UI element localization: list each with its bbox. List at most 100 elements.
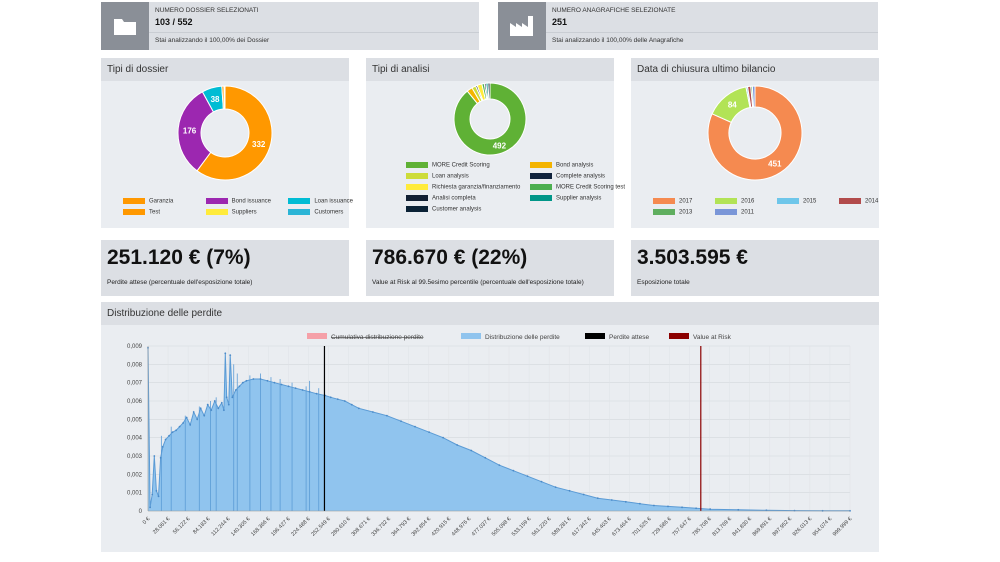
legend-item-bond-issuance[interactable]: Bond issuance	[205, 198, 271, 205]
data-point[interactable]	[203, 414, 206, 417]
legend-item-cumulativa-distribuzione-perdite[interactable]: Cumulativa distribuzione perdite	[307, 333, 424, 341]
data-point[interactable]	[155, 489, 158, 492]
data-point[interactable]	[222, 409, 225, 412]
data-point[interactable]	[199, 407, 202, 410]
data-point[interactable]	[206, 403, 209, 406]
data-point[interactable]	[294, 387, 297, 390]
data-point[interactable]	[252, 378, 255, 380]
data-point[interactable]	[161, 445, 164, 448]
data-point[interactable]	[350, 403, 353, 406]
legend-item-loan-issuance[interactable]: Loan issuance	[288, 198, 353, 205]
legend-item-loan-analysis[interactable]: Loan analysis	[406, 173, 469, 180]
data-point[interactable]	[159, 456, 162, 459]
data-point[interactable]	[238, 385, 241, 388]
data-point[interactable]	[217, 407, 220, 410]
legend-item-distribuzione-delle-perdite[interactable]: Distribuzione delle perdite	[461, 333, 560, 341]
data-point[interactable]	[164, 438, 167, 441]
legend-item-more-credit-scoring-test[interactable]: MORE Credit Scoring test	[530, 184, 625, 191]
data-point[interactable]	[175, 429, 178, 432]
legend-item-2013[interactable]: 2013	[653, 209, 692, 216]
data-point[interactable]	[153, 455, 156, 457]
data-point[interactable]	[667, 505, 669, 508]
data-point[interactable]	[227, 403, 230, 406]
data-point[interactable]	[456, 444, 459, 446]
data-point[interactable]	[428, 431, 430, 434]
data-point[interactable]	[189, 423, 192, 426]
data-point[interactable]	[245, 379, 248, 382]
data-point[interactable]	[709, 508, 712, 511]
data-point[interactable]	[210, 409, 213, 412]
legend-item-customers[interactable]: Customers	[288, 209, 343, 216]
data-point[interactable]	[185, 416, 188, 419]
data-point[interactable]	[241, 381, 244, 384]
slice-customer-analysis[interactable]	[487, 82, 491, 100]
data-point[interactable]	[336, 398, 339, 401]
data-point[interactable]	[470, 449, 473, 452]
data-point[interactable]	[308, 390, 311, 393]
legend-item-2016[interactable]: 2016	[715, 198, 754, 205]
data-point[interactable]	[737, 508, 740, 511]
data-point[interactable]	[168, 434, 170, 437]
data-point[interactable]	[220, 401, 223, 404]
data-point[interactable]	[343, 400, 346, 402]
data-point[interactable]	[273, 381, 276, 384]
slice-2011[interactable]	[751, 85, 756, 108]
data-point[interactable]	[182, 422, 185, 424]
data-point[interactable]	[681, 506, 683, 509]
data-point[interactable]	[315, 392, 318, 395]
slice-bond-issuance[interactable]	[177, 91, 215, 172]
data-point[interactable]	[400, 420, 402, 423]
legend-item-2017[interactable]: 2017	[653, 198, 692, 205]
data-point[interactable]	[178, 425, 181, 428]
data-point[interactable]	[231, 396, 234, 399]
legend-item-bond-analysis[interactable]: Bond analysis	[530, 162, 593, 169]
data-point[interactable]	[171, 431, 174, 434]
data-point[interactable]	[568, 489, 571, 492]
legend-item-more-credit-scoring[interactable]: MORE Credit Scoring	[406, 162, 490, 169]
data-point[interactable]	[624, 500, 627, 503]
legend-item-customer-analysis[interactable]: Customer analysis	[406, 206, 481, 213]
data-point[interactable]	[414, 425, 416, 428]
data-point[interactable]	[301, 389, 304, 391]
slice-more-credit-scoring[interactable]	[453, 82, 527, 156]
legend-item-complete-analysis[interactable]: Complete analysis	[530, 173, 605, 180]
data-point[interactable]	[234, 389, 237, 391]
data-point[interactable]	[213, 400, 216, 402]
data-point[interactable]	[266, 379, 269, 382]
data-point[interactable]	[196, 418, 199, 421]
slice-customers[interactable]	[223, 85, 226, 110]
data-point[interactable]	[329, 396, 332, 399]
data-point[interactable]	[638, 502, 641, 505]
data-point[interactable]	[287, 385, 290, 388]
data-point[interactable]	[386, 414, 388, 417]
data-point[interactable]	[526, 475, 529, 478]
legend-item-2011[interactable]: 2011	[715, 209, 754, 216]
slice-garanzia[interactable]	[196, 85, 273, 181]
legend-item-supplier-analysis[interactable]: Supplier analysis	[530, 195, 601, 202]
data-point[interactable]	[498, 464, 501, 467]
legend-item-perdite-attese[interactable]: Perdite attese	[585, 333, 649, 341]
legend-item-richiesta-garanzia-finanziamento[interactable]: Richiesta garanzia/finanziamento	[406, 184, 520, 191]
data-point[interactable]	[512, 469, 515, 472]
data-point[interactable]	[695, 507, 698, 510]
legend-item-value-at-risk[interactable]: Value at Risk	[669, 333, 732, 341]
data-point[interactable]	[157, 495, 160, 498]
legend-item-suppliers[interactable]: Suppliers	[205, 209, 257, 216]
data-point[interactable]	[151, 493, 154, 496]
data-point[interactable]	[149, 506, 152, 509]
data-point[interactable]	[540, 480, 543, 483]
data-point[interactable]	[224, 352, 227, 355]
data-point[interactable]	[192, 411, 195, 413]
data-point[interactable]	[259, 378, 262, 380]
data-point[interactable]	[357, 407, 360, 410]
data-point[interactable]	[280, 383, 283, 386]
data-point[interactable]	[229, 354, 232, 357]
legend-item-analisi-completa[interactable]: Analisi completa	[406, 195, 476, 202]
data-point[interactable]	[610, 499, 613, 501]
data-point[interactable]	[371, 411, 374, 413]
legend-item-2015[interactable]: 2015	[777, 198, 816, 205]
data-point[interactable]	[582, 493, 585, 496]
data-point[interactable]	[596, 497, 599, 500]
data-point[interactable]	[442, 436, 445, 439]
data-point[interactable]	[225, 396, 228, 399]
